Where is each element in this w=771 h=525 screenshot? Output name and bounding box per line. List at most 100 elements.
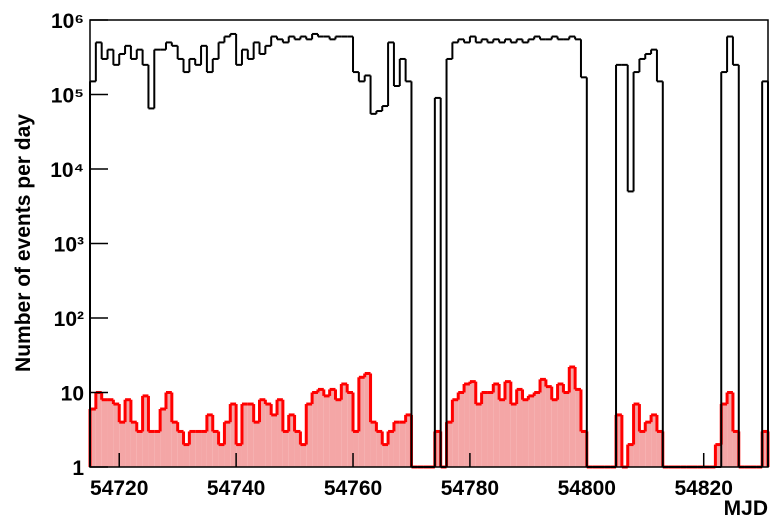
hist-bar [651,414,657,467]
hist-bar [499,399,505,467]
hist-bar [119,422,126,467]
hist-bar [224,422,231,467]
hist-bar [452,399,459,467]
hist-bar [656,431,663,467]
plot-frame [89,19,769,468]
hist-bar [230,404,237,467]
hist-bar [259,399,266,467]
hist-bar [510,404,517,467]
hist-bar [317,389,324,467]
hist-bar [388,431,394,467]
hist-bar [247,404,254,467]
hist-bar [241,404,248,467]
hist-bar [183,444,190,467]
hist-bar [522,399,529,467]
hist-bar [481,392,488,467]
hist-bar [353,431,359,467]
hist-bar [534,392,541,467]
x-tick-label: 54820 [675,477,733,500]
hist-bar [130,422,137,467]
hist-bar [282,431,289,467]
hist-bar [358,377,365,467]
y-tick-label: 10³ [54,234,84,257]
hist-bar [557,384,564,467]
hist-bar [569,366,576,467]
hist-bar [329,389,336,467]
hist-bar [721,404,728,467]
hist-bar [142,395,149,467]
y-tick-label: 1 [72,457,84,480]
hist-bar [206,414,213,467]
hist-bar [458,392,465,467]
hist-bar [265,404,272,467]
y-tick-label: 10⁴ [50,159,84,182]
hist-bar [312,392,318,467]
hist-bar [540,379,546,467]
hist-bar [545,386,552,467]
hist-bar [405,414,412,467]
hist-bar [633,404,640,467]
hist-bar [306,404,313,467]
hist-bar [201,431,207,467]
hist-bar [288,414,295,467]
y-tick-label: 10⁶ [51,10,84,33]
hist-bar [177,431,184,467]
hist-bar [148,431,155,467]
hist-bar [277,399,283,467]
hist-bar [616,414,622,467]
hist-bar [160,409,166,467]
hist-bar [294,431,301,467]
hist-bar [271,414,278,467]
hist-bar [195,431,202,467]
hist-bar [715,444,722,467]
hist-bar [165,392,172,467]
hist-bar [446,422,453,467]
hist-bar [90,409,96,467]
x-tick-label: 54780 [441,477,499,500]
hist-bar [341,384,348,467]
hist-bar [399,422,406,467]
hist-bar [189,431,196,467]
hist-bar [393,422,400,467]
hist-bar [370,422,377,467]
hist-bar [253,422,260,467]
hist-bar [563,392,570,467]
hist-bar [300,444,307,467]
hist-bar [493,384,500,467]
y-axis-title: Number of events per day [12,114,35,372]
hist-bar [212,431,219,467]
hist-bar [323,395,330,467]
hist-bar [236,444,242,467]
hist-bar [171,422,178,467]
hist-bar [101,399,108,467]
hist-bar [376,431,383,467]
y-tick-label: 10² [54,308,84,331]
hist-bar [107,399,114,467]
y-tick-label: 10 [61,383,84,406]
hist-bar [125,399,131,467]
hist-bar [551,399,558,467]
hist-bar [727,392,733,467]
hist-bar [475,404,482,467]
hist-bar [504,381,511,467]
y-tick-label: 10⁵ [51,85,84,108]
hist-bar [136,431,143,467]
hist-bar [627,444,634,467]
hist-bar [732,431,739,467]
x-tick-label: 54800 [558,477,616,500]
hist-bar [113,404,120,467]
x-tick-label: 54760 [324,477,382,500]
hist-bar [154,431,161,467]
hist-bar [762,431,768,467]
hist-bar [95,392,102,467]
hist-bar [434,431,441,467]
hist-bar [382,444,389,467]
hist-bar [516,389,523,467]
hist-bar [487,392,494,467]
hist-bar [469,381,476,467]
hist-bar [528,395,535,467]
x-axis-title: MJD [724,497,768,520]
x-tick-label: 54740 [207,477,265,500]
